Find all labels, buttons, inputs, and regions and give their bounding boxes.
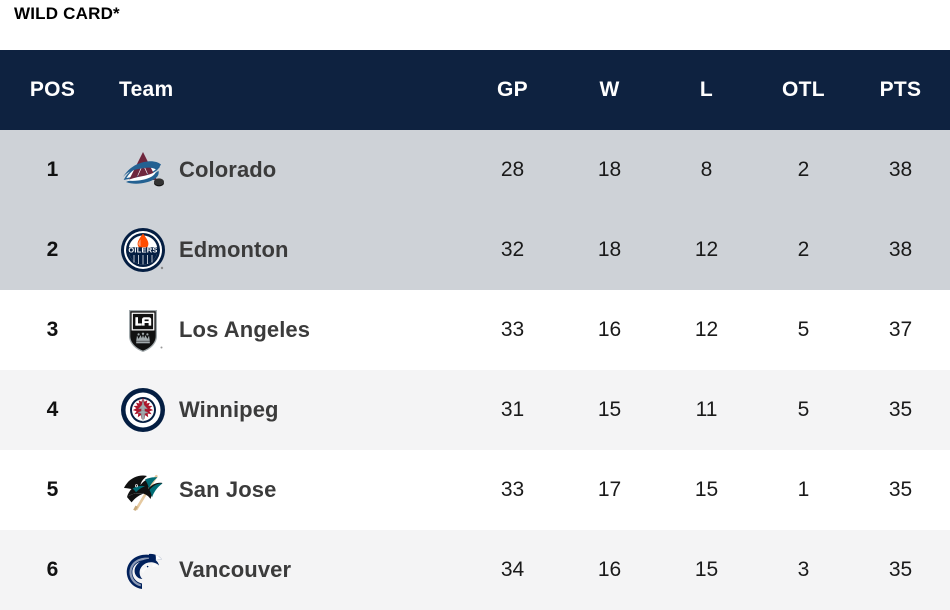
cell-team[interactable]: Colorado bbox=[105, 130, 464, 210]
table-header: POS Team GP W L OTL PTS bbox=[0, 50, 950, 130]
team-cell: OILERS Edmonton bbox=[105, 226, 464, 274]
vancouver-canucks-logo bbox=[119, 546, 179, 594]
cell-otl: 3 bbox=[797, 558, 810, 581]
column-header-gp[interactable]: GP bbox=[464, 50, 561, 130]
cell-position: 3 bbox=[46, 318, 59, 341]
team-name: Vancouver bbox=[179, 557, 292, 582]
column-header-w[interactable]: W bbox=[561, 50, 658, 130]
team-name: Los Angeles bbox=[179, 317, 311, 342]
cell-gp: 28 bbox=[500, 158, 525, 181]
cell-w: 17 bbox=[597, 478, 622, 501]
cell-l: 12 bbox=[694, 238, 719, 261]
team-cell: Los Angeles bbox=[105, 306, 464, 354]
table-row[interactable]: 6 Vancouver 34 16 15 3 35 bbox=[0, 530, 950, 610]
cell-team[interactable]: Vancouver bbox=[105, 530, 464, 610]
cell-w: 16 bbox=[597, 318, 622, 341]
cell-otl: 2 bbox=[797, 158, 810, 181]
cell-gp: 32 bbox=[500, 238, 525, 261]
cell-pts: 37 bbox=[888, 318, 913, 341]
column-header-otl[interactable]: OTL bbox=[755, 50, 852, 130]
edmonton-oilers-logo: OILERS bbox=[119, 226, 179, 274]
cell-position: 2 bbox=[46, 238, 59, 261]
team-cell: Colorado bbox=[105, 146, 464, 194]
cell-pts: 35 bbox=[888, 558, 913, 581]
cell-gp: 34 bbox=[500, 558, 525, 581]
cell-position: 4 bbox=[46, 398, 59, 421]
cell-otl: 1 bbox=[797, 478, 810, 501]
column-header-team[interactable]: Team bbox=[105, 50, 464, 130]
column-header-pos[interactable]: POS bbox=[0, 50, 105, 130]
cell-l: 15 bbox=[694, 558, 719, 581]
cell-pts: 35 bbox=[888, 398, 913, 421]
table-row[interactable]: 2 OILERS Edmonton 32 18 12 2 38 bbox=[0, 210, 950, 290]
table-row[interactable]: 4 Winnipeg 31 15 11 5 35 bbox=[0, 370, 950, 450]
cell-l: 11 bbox=[695, 398, 718, 421]
table-row[interactable]: 1 Colorado 28 18 8 2 38 bbox=[0, 130, 950, 210]
winnipeg-jets-logo bbox=[119, 386, 179, 434]
cell-position: 1 bbox=[46, 158, 59, 181]
cell-position: 6 bbox=[46, 558, 59, 581]
team-name: San Jose bbox=[179, 477, 277, 502]
cell-otl: 2 bbox=[797, 238, 810, 261]
cell-l: 15 bbox=[694, 478, 719, 501]
team-name: Edmonton bbox=[179, 237, 289, 262]
cell-l: 12 bbox=[694, 318, 719, 341]
cell-pts: 38 bbox=[888, 158, 913, 181]
colorado-avalanche-logo bbox=[119, 146, 179, 194]
team-name: Winnipeg bbox=[179, 397, 279, 422]
cell-gp: 31 bbox=[500, 398, 525, 421]
svg-text:OILERS: OILERS bbox=[128, 245, 157, 254]
cell-otl: 5 bbox=[797, 318, 810, 341]
cell-gp: 33 bbox=[500, 478, 525, 501]
cell-team[interactable]: San Jose bbox=[105, 450, 464, 530]
table-row[interactable]: 5 San Jose 33 17 15 1 35 bbox=[0, 450, 950, 530]
cell-l: 8 bbox=[700, 158, 713, 181]
san-jose-sharks-logo bbox=[119, 466, 179, 514]
cell-w: 18 bbox=[597, 158, 622, 181]
table-header-row: POS Team GP W L OTL PTS bbox=[0, 50, 950, 130]
standings-table: POS Team GP W L OTL PTS 1 Colorado 28 18 8 2 3… bbox=[0, 50, 950, 610]
cell-w: 15 bbox=[597, 398, 622, 421]
cell-position: 5 bbox=[46, 478, 59, 501]
team-name: Colorado bbox=[179, 157, 277, 182]
table-row[interactable]: 3 Los Angeles 33 16 12 5 37 bbox=[0, 290, 950, 370]
table-body: 1 Colorado 28 18 8 2 38 2 OILERS Edmonton 32 18 12 2 3… bbox=[0, 130, 950, 610]
cell-w: 16 bbox=[597, 558, 622, 581]
column-header-pts[interactable]: PTS bbox=[852, 50, 949, 130]
cell-team[interactable]: OILERS Edmonton bbox=[105, 210, 464, 290]
page-title: WILD CARD* bbox=[14, 4, 120, 23]
los-angeles-kings-logo bbox=[119, 306, 179, 354]
column-header-l[interactable]: L bbox=[658, 50, 755, 130]
team-cell: San Jose bbox=[105, 466, 464, 514]
cell-team[interactable]: Winnipeg bbox=[105, 370, 464, 450]
team-cell: Winnipeg bbox=[105, 386, 464, 434]
cell-pts: 35 bbox=[888, 478, 913, 501]
cell-gp: 33 bbox=[500, 318, 525, 341]
team-cell: Vancouver bbox=[105, 546, 464, 594]
cell-otl: 5 bbox=[797, 398, 810, 421]
cell-w: 18 bbox=[597, 238, 622, 261]
cell-team[interactable]: Los Angeles bbox=[105, 290, 464, 370]
cell-pts: 38 bbox=[888, 238, 913, 261]
